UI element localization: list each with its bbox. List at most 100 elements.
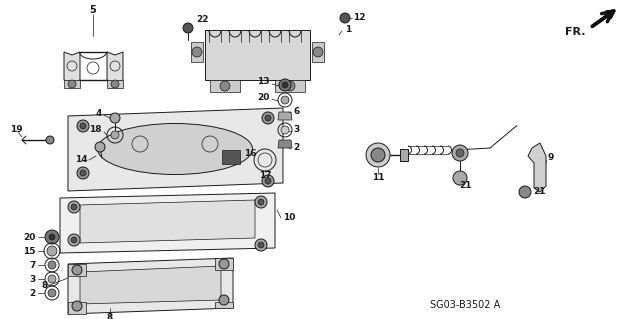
Circle shape xyxy=(371,148,385,162)
Circle shape xyxy=(340,13,350,23)
Text: 13: 13 xyxy=(257,78,270,86)
Polygon shape xyxy=(68,108,283,191)
Text: 11: 11 xyxy=(372,174,384,182)
Polygon shape xyxy=(222,150,240,164)
Polygon shape xyxy=(64,80,80,88)
Text: 9: 9 xyxy=(548,153,554,162)
Circle shape xyxy=(48,289,56,297)
Text: 1: 1 xyxy=(345,26,351,34)
Polygon shape xyxy=(275,80,305,92)
Circle shape xyxy=(453,171,467,185)
Circle shape xyxy=(281,126,289,134)
Text: 2: 2 xyxy=(29,288,36,298)
Circle shape xyxy=(285,81,295,91)
Text: 2: 2 xyxy=(293,144,300,152)
Circle shape xyxy=(279,79,291,91)
Circle shape xyxy=(46,136,54,144)
Circle shape xyxy=(49,234,55,240)
Circle shape xyxy=(71,204,77,210)
Circle shape xyxy=(48,261,56,269)
Circle shape xyxy=(72,265,82,275)
Polygon shape xyxy=(60,193,275,253)
Circle shape xyxy=(111,131,119,139)
Circle shape xyxy=(68,80,76,88)
Text: SG03-B3502 A: SG03-B3502 A xyxy=(430,300,500,310)
Polygon shape xyxy=(210,80,240,92)
Polygon shape xyxy=(68,258,233,314)
Text: 5: 5 xyxy=(90,5,97,15)
Text: 20: 20 xyxy=(24,233,36,241)
Circle shape xyxy=(265,115,271,121)
Polygon shape xyxy=(215,258,233,270)
Circle shape xyxy=(519,186,531,198)
Circle shape xyxy=(262,112,274,124)
Circle shape xyxy=(48,275,56,283)
Circle shape xyxy=(47,246,57,256)
Polygon shape xyxy=(64,52,80,83)
Text: 4: 4 xyxy=(95,108,102,117)
Polygon shape xyxy=(400,149,408,161)
Polygon shape xyxy=(205,30,310,80)
Text: 16: 16 xyxy=(244,150,257,159)
Circle shape xyxy=(110,113,120,123)
Circle shape xyxy=(281,96,289,104)
Circle shape xyxy=(255,196,267,208)
Text: 10: 10 xyxy=(283,213,296,222)
Polygon shape xyxy=(215,302,233,308)
Polygon shape xyxy=(68,264,86,276)
Circle shape xyxy=(68,201,80,213)
Circle shape xyxy=(265,178,271,184)
Text: 8: 8 xyxy=(42,280,48,290)
Circle shape xyxy=(71,237,77,243)
Polygon shape xyxy=(80,200,255,243)
Text: 12: 12 xyxy=(353,13,365,23)
Polygon shape xyxy=(278,112,292,120)
Circle shape xyxy=(77,167,89,179)
Text: 14: 14 xyxy=(76,155,88,165)
Text: 22: 22 xyxy=(196,16,209,25)
Circle shape xyxy=(258,242,264,248)
Polygon shape xyxy=(528,143,546,192)
Circle shape xyxy=(456,149,464,157)
Text: 20: 20 xyxy=(258,93,270,101)
Text: 8: 8 xyxy=(107,314,113,319)
Circle shape xyxy=(68,234,80,246)
Circle shape xyxy=(452,145,468,161)
Circle shape xyxy=(282,82,288,88)
Text: 21: 21 xyxy=(533,188,545,197)
Polygon shape xyxy=(191,42,203,62)
Polygon shape xyxy=(68,302,86,314)
Polygon shape xyxy=(107,80,123,88)
Circle shape xyxy=(45,230,59,244)
Polygon shape xyxy=(278,140,292,148)
Circle shape xyxy=(95,142,105,152)
Circle shape xyxy=(72,301,82,311)
Circle shape xyxy=(111,80,119,88)
Circle shape xyxy=(366,143,390,167)
Text: 3: 3 xyxy=(293,125,300,135)
Circle shape xyxy=(80,123,86,129)
Text: 17: 17 xyxy=(259,170,271,180)
Circle shape xyxy=(80,170,86,176)
Text: 18: 18 xyxy=(90,125,102,135)
Text: 7: 7 xyxy=(29,261,36,270)
Polygon shape xyxy=(312,42,324,62)
Circle shape xyxy=(77,120,89,132)
Circle shape xyxy=(313,47,323,57)
Circle shape xyxy=(262,175,274,187)
Text: 19: 19 xyxy=(10,125,22,135)
Circle shape xyxy=(219,259,229,269)
Text: 21: 21 xyxy=(459,181,471,189)
Text: FR.: FR. xyxy=(565,27,586,37)
Circle shape xyxy=(192,47,202,57)
Polygon shape xyxy=(80,266,221,304)
Text: 15: 15 xyxy=(24,247,36,256)
Text: 6: 6 xyxy=(293,108,300,116)
Circle shape xyxy=(220,81,230,91)
Ellipse shape xyxy=(97,123,253,174)
Text: 3: 3 xyxy=(29,275,36,284)
Circle shape xyxy=(183,23,193,33)
Circle shape xyxy=(258,199,264,205)
Circle shape xyxy=(255,239,267,251)
Circle shape xyxy=(219,295,229,305)
